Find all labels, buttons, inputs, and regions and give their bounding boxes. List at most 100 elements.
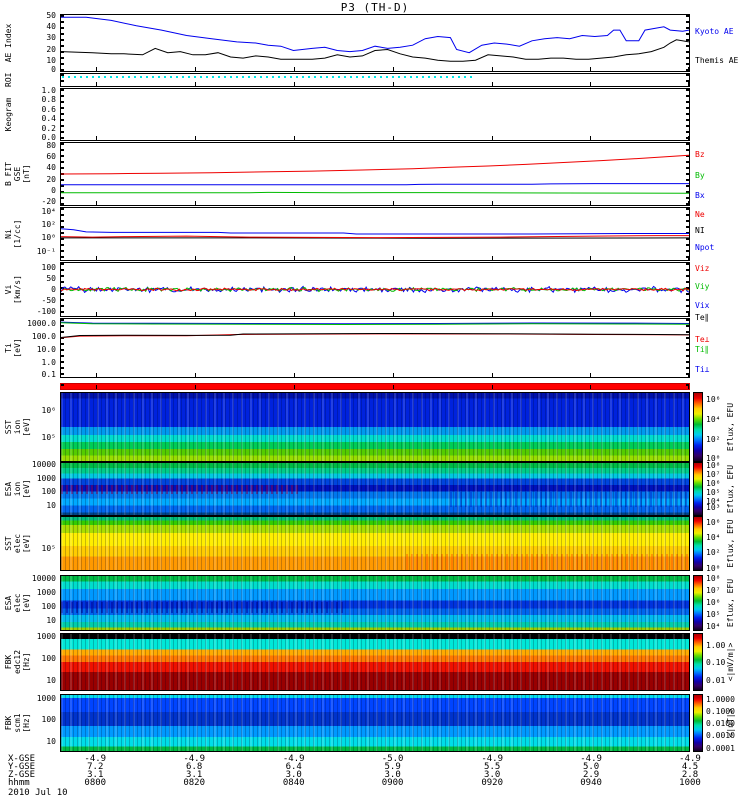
ylabel-line: elec (13, 533, 22, 554)
ytick-label: 100 (41, 487, 56, 497)
axis-minor-ticks-right (686, 74, 689, 86)
colorbar-tick-label: 10⁶ (706, 517, 721, 527)
time-major-tick (688, 201, 689, 205)
colorbar-fbk_e (693, 633, 703, 691)
colorbar-tick-label: 10⁸ (706, 461, 721, 471)
time-major-tick (392, 201, 394, 205)
colorbar-sst_i (693, 392, 703, 462)
page-title: P3 (TH-D) (340, 1, 410, 14)
axis-minor-ticks-left (61, 15, 64, 71)
time-major-tick (96, 82, 98, 86)
series-Npot (61, 228, 689, 235)
ylabel-line: [eV] (22, 417, 31, 437)
axis-minor-ticks-right (686, 319, 689, 377)
footer-time-label: hhmm (8, 778, 30, 788)
ytick-label: 50 (46, 273, 56, 283)
footer-value: -4.9 (580, 754, 602, 764)
ytick-label: 0.0 (41, 133, 56, 143)
ytick-label: 1000 (36, 587, 56, 597)
colorbar-tick-label: 1.0000 (706, 694, 735, 704)
line-plot-vi (61, 285, 689, 294)
colorbar-tick-label: 0.01 (706, 675, 726, 685)
spectrogram-noise-texture (61, 695, 689, 751)
ytick-label: 100 (41, 715, 56, 725)
legend-label-NI: NI (695, 225, 705, 235)
legend-label-Npot: Npot (695, 243, 715, 253)
ytick-label: 10⁶ (41, 405, 56, 415)
time-major-tick (293, 67, 295, 71)
colorbar-tick-label: 10⁴ (706, 496, 721, 506)
colorbar-tick-label: 10⁴ (706, 533, 721, 542)
time-major-tick (688, 136, 689, 140)
panel-roi (60, 73, 690, 87)
ytick-label: 0.4 (41, 114, 56, 124)
panel-esa_e (60, 575, 690, 631)
footer-value: 3.1 (87, 770, 104, 780)
ytick-label: 10000 (31, 460, 56, 470)
time-major-tick (194, 312, 196, 316)
colorbar-tick-label: 10⁷ (706, 586, 721, 596)
legend-label-Bx: Bx (695, 190, 705, 200)
ytick-label: 0 (51, 185, 56, 195)
ytick-label: 100 (41, 601, 56, 611)
spectrogram-noise-texture (61, 393, 689, 461)
time-major-tick (96, 67, 98, 71)
footer-time-value: 0820 (183, 778, 206, 788)
colorbar-tick-label: 10⁶ (706, 598, 721, 607)
legend-label-By: By (695, 170, 705, 180)
legend-label-Vix: Vix (695, 301, 710, 311)
time-major-tick (96, 136, 98, 140)
ytick-label: 100 (41, 262, 56, 272)
panel-sst_i (60, 392, 690, 462)
ylabel-line: B FIT (4, 161, 13, 187)
footer-value: -4.9 (84, 754, 107, 764)
series-Kyoto AE (61, 16, 689, 54)
footer-value: 2.9 (582, 770, 600, 780)
footer-date: 2010 Jul 10 (8, 788, 68, 798)
time-major-tick (194, 201, 196, 205)
colorbar-tick-label: 0.1000 (706, 706, 735, 716)
ytick-label: 20 (46, 174, 56, 184)
time-major-tick (194, 256, 196, 260)
ytick-label: 1000 (36, 473, 56, 483)
ylabel-line: SST (4, 536, 13, 551)
panel-ae (60, 14, 690, 72)
time-major-tick (96, 385, 98, 389)
panel-esa_i (60, 462, 690, 516)
panel-ni (60, 207, 690, 261)
spectrogram-fbk_e (61, 634, 689, 690)
ytick-label: 80 (46, 141, 56, 151)
time-major-tick (590, 373, 592, 377)
ytick-label: 40 (46, 163, 56, 173)
ylabel-roi: ROI (4, 73, 13, 87)
time-major-tick (194, 136, 196, 140)
ylabel-line: [eV] (22, 533, 31, 554)
time-major-tick (688, 82, 689, 86)
ytick-label: 30 (46, 33, 56, 43)
series-Ti∥ (61, 322, 689, 326)
colorbar-fbk_s (693, 694, 703, 752)
colorbar-esa_i (693, 462, 703, 516)
series-Bx (61, 183, 689, 186)
footer-time-value: 1000 (679, 778, 701, 788)
colorbar-sst_e (693, 516, 703, 571)
colorbar-tick-label: 10⁵ (706, 609, 721, 619)
footer-value: 5.0 (582, 762, 600, 772)
ytick-label: 100.0 (31, 332, 56, 342)
time-major-tick (96, 201, 98, 205)
footer-value: 6.4 (285, 762, 302, 772)
time-major-tick (590, 385, 592, 389)
footer-time-value: 0920 (481, 778, 504, 788)
footer-row-label-Y-GSE: Y-GSE (8, 762, 36, 772)
legend-label-Ti: Ti⊥ (695, 364, 710, 374)
time-major-tick (392, 136, 394, 140)
footer-value: 3.0 (285, 770, 302, 780)
time-major-tick (491, 136, 493, 140)
time-major-tick (491, 312, 493, 316)
line-plot-ti (61, 321, 689, 339)
axis-minor-ticks-left (61, 208, 64, 260)
spectrogram-noise-texture (61, 463, 689, 515)
colorbar-tick-label: 10⁶ (706, 479, 721, 489)
time-major-tick (688, 256, 689, 260)
